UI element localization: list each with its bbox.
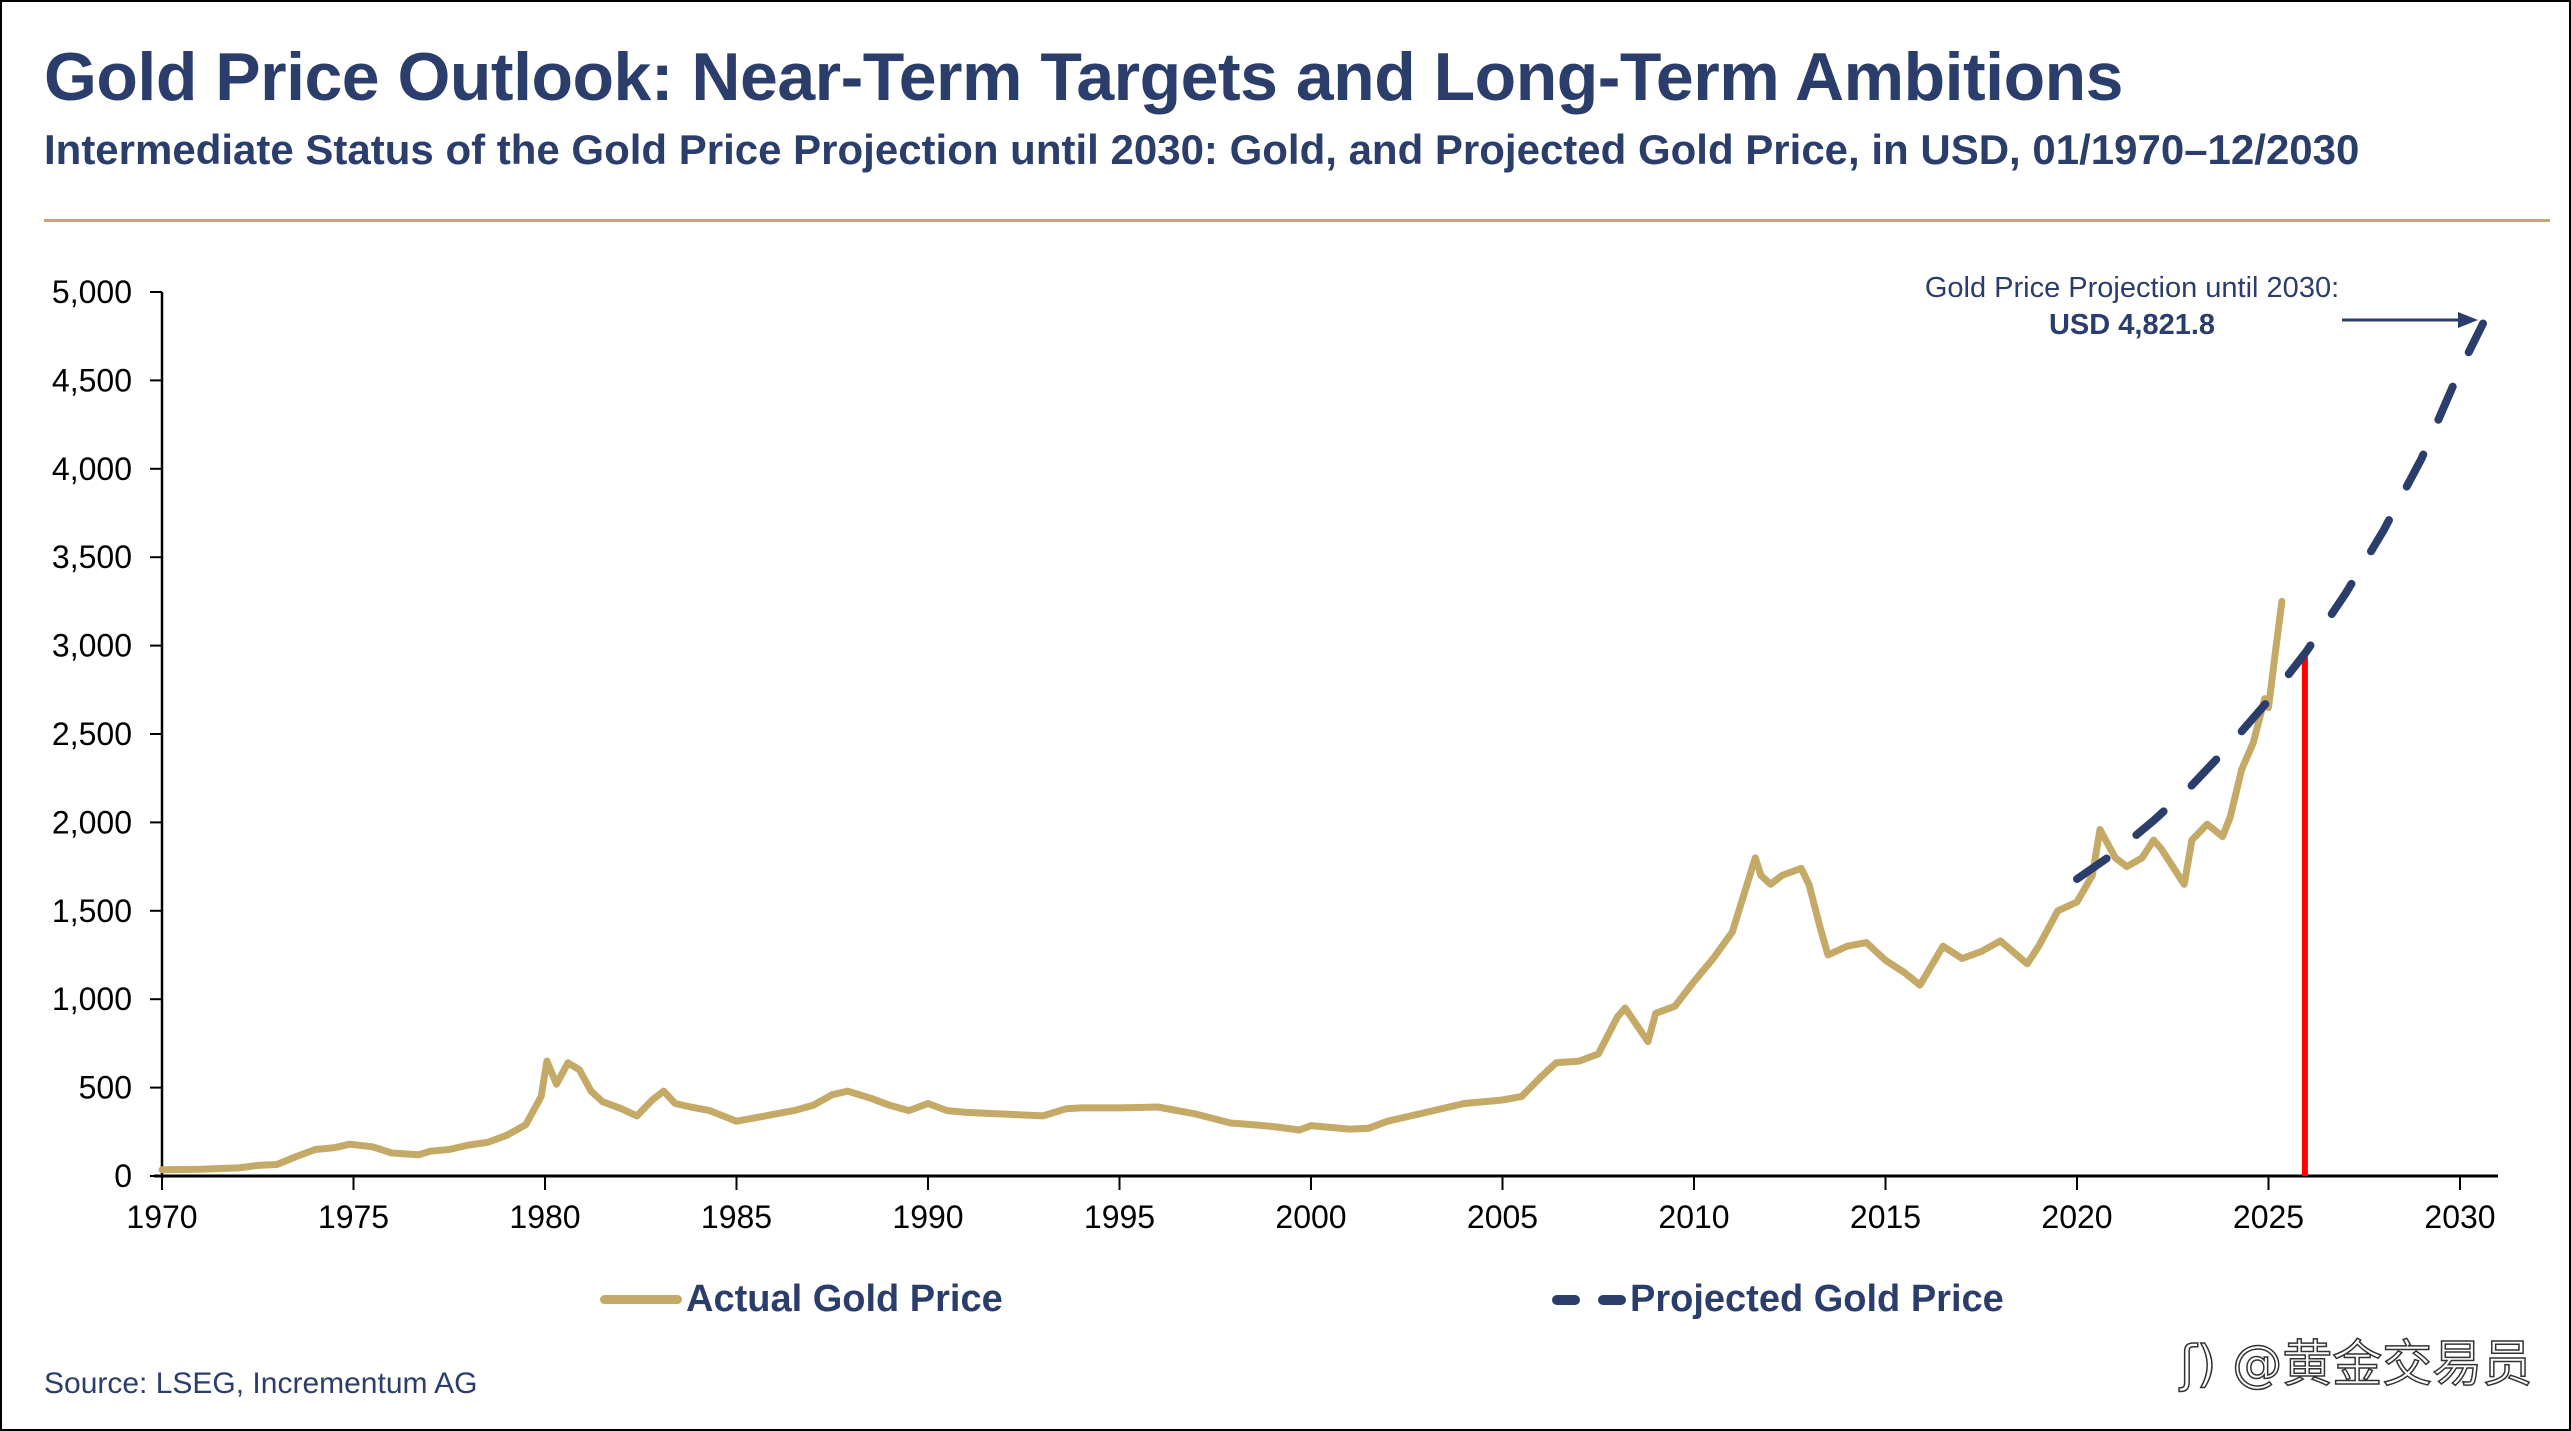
x-tick-label: 1990 xyxy=(892,1199,963,1235)
watermark: ʃ) @黄金交易员 xyxy=(2179,1324,2533,1396)
annotation-arrow xyxy=(2342,312,2478,328)
chart-subtitle: Intermediate Status of the Gold Price Pr… xyxy=(44,126,2360,173)
x-tick-label: 2000 xyxy=(1275,1199,1346,1235)
x-tick-label: 2025 xyxy=(2233,1199,2304,1235)
annotation-projection-label: Gold Price Projection until 2030: xyxy=(1925,272,2339,304)
y-tick-label: 4,000 xyxy=(52,451,132,487)
x-tick-label: 1995 xyxy=(1084,1199,1155,1235)
y-tick-label: 4,500 xyxy=(52,362,132,398)
y-tick-label: 3,500 xyxy=(52,539,132,575)
legend-label-actual: Actual Gold Price xyxy=(686,1278,1003,1320)
y-tick-label: 3,000 xyxy=(52,628,132,664)
x-tick-label: 1970 xyxy=(126,1199,197,1235)
y-tick-label: 0 xyxy=(114,1158,132,1194)
x-tick-label: 2030 xyxy=(2424,1199,2495,1235)
legend-label-projected: Projected Gold Price xyxy=(1630,1278,2004,1320)
y-tick-label: 1,000 xyxy=(52,981,132,1017)
watermark-text: @黄金交易员 xyxy=(2231,1334,2533,1394)
legend-item-projected: Projected Gold Price xyxy=(1552,1278,2004,1321)
axes: 0 500 1,000 1,500 2,000 2,500 3,000 3,500 4,000 4… xyxy=(52,274,2498,1235)
legend-item-actual: Actual Gold Price xyxy=(600,1278,1003,1321)
projected-gold-price-line xyxy=(2073,319,2487,883)
series-layer xyxy=(158,319,2487,1176)
y-tick-label: 2,000 xyxy=(52,804,132,840)
source-note: Source: LSEG, Incrementum AG xyxy=(44,1367,478,1400)
x-tick-label: 2020 xyxy=(2041,1199,2112,1235)
y-tick-label: 500 xyxy=(79,1070,132,1106)
legend-swatch-projected xyxy=(1552,1294,1626,1305)
title-divider xyxy=(44,219,2550,222)
y-tick-label: 2,500 xyxy=(52,716,132,752)
y-tick-label: 5,000 xyxy=(52,274,132,310)
weibo-icon: ʃ) xyxy=(2179,1334,2217,1394)
annotation-projection-value: USD 4,821.8 xyxy=(2049,309,2215,341)
x-tick-label: 1980 xyxy=(509,1199,580,1235)
legend-swatch-actual xyxy=(600,1295,682,1304)
x-tick-label: 1975 xyxy=(318,1199,389,1235)
x-tick-label: 2010 xyxy=(1658,1199,1729,1235)
chart-title: Gold Price Outlook: Near-Term Targets an… xyxy=(44,39,2123,115)
y-tick-label: 1,500 xyxy=(52,893,132,929)
x-tick-label: 1985 xyxy=(701,1199,772,1235)
x-tick-label: 2015 xyxy=(1850,1199,1921,1235)
x-tick-label: 2005 xyxy=(1467,1199,1538,1235)
actual-gold-price-line xyxy=(158,597,2286,1174)
